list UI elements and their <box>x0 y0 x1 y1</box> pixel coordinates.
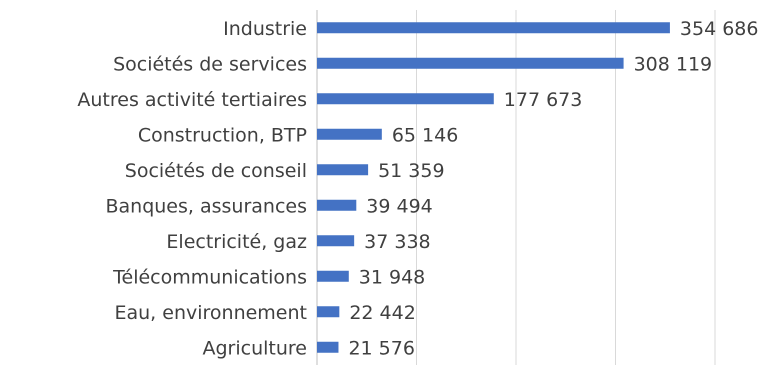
bar <box>317 270 349 282</box>
category-label: Autres activité tertiaires <box>77 89 307 111</box>
category-label: Electricité, gaz <box>166 231 307 253</box>
value-labels: 354 686 308 119 177 673 65 146 51 359 39 494 3… <box>348 18 758 360</box>
value-label: 37 338 <box>364 231 430 253</box>
bar <box>317 199 357 211</box>
value-label: 22 442 <box>349 302 415 324</box>
value-label: 31 948 <box>359 266 425 288</box>
bar <box>317 306 340 318</box>
category-labels: Industrie Sociétés de services Autres acti… <box>77 18 307 360</box>
bar <box>317 93 494 105</box>
category-label: Télécommunications <box>112 266 307 288</box>
category-label: Industrie <box>223 18 307 40</box>
value-label: 65 146 <box>392 124 458 146</box>
category-label: Sociétés de conseil <box>125 160 307 182</box>
value-label: 177 673 <box>504 89 583 111</box>
category-label: Banques, assurances <box>105 195 307 217</box>
bar <box>317 128 382 140</box>
bars-group <box>317 22 670 353</box>
category-label: Sociétés de services <box>113 53 307 75</box>
value-label: 39 494 <box>366 195 432 217</box>
category-label: Agriculture <box>203 337 308 359</box>
value-label: 21 576 <box>348 337 414 359</box>
bar <box>317 341 339 353</box>
value-label: 51 359 <box>378 160 444 182</box>
bar <box>317 57 624 69</box>
gridlines <box>416 10 716 365</box>
bar <box>317 22 670 34</box>
category-label: Construction, BTP <box>138 124 307 146</box>
category-label: Eau, environnement <box>114 302 307 324</box>
bar <box>317 164 369 176</box>
value-label: 354 686 <box>680 18 759 40</box>
bar <box>317 235 355 247</box>
value-label: 308 119 <box>634 53 713 75</box>
